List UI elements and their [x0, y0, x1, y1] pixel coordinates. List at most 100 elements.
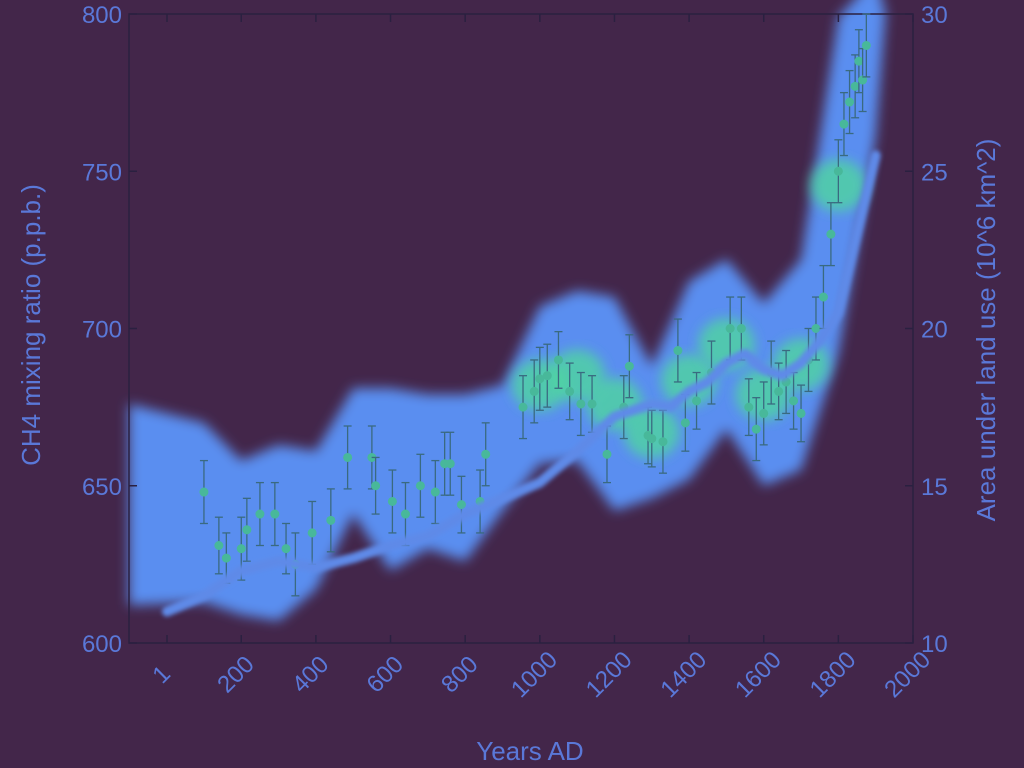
- right-y-axis-title: Area under land use (10^6 km^2): [971, 139, 1001, 522]
- point-marker: [565, 386, 575, 396]
- y-right-tick-label: 15: [921, 474, 948, 501]
- data-density-band: [129, 0, 886, 621]
- point-marker: [576, 399, 586, 409]
- data-point: [576, 371, 586, 437]
- left-y-axis-title: CH4 mixing ratio (p.p.b.): [16, 184, 46, 466]
- point-marker: [811, 324, 821, 333]
- band-highlight: [549, 349, 606, 402]
- point-marker: [281, 544, 291, 554]
- point-marker: [826, 229, 836, 239]
- point-marker: [236, 544, 246, 554]
- point-marker: [647, 434, 657, 444]
- point-marker: [759, 408, 769, 418]
- data-point: [796, 384, 806, 443]
- data-point: [647, 409, 657, 468]
- x-tick-label: 200: [212, 651, 259, 698]
- x-tick-label: 1: [147, 660, 176, 689]
- point-marker: [858, 75, 868, 85]
- point-marker: [371, 481, 381, 491]
- band-highlight: [661, 354, 718, 407]
- point-marker: [270, 509, 280, 519]
- data-point: [529, 359, 539, 424]
- point-marker: [542, 371, 552, 381]
- data-point: [850, 54, 860, 119]
- point-marker: [221, 553, 231, 563]
- x-tick-label: 600: [362, 651, 409, 698]
- point-marker: [845, 97, 855, 107]
- data-point: [624, 334, 634, 399]
- data-point: [415, 453, 425, 518]
- point-marker: [387, 496, 397, 506]
- point-marker: [587, 399, 597, 409]
- data-point: [326, 488, 336, 553]
- data-point: [833, 139, 843, 204]
- data-point: [744, 378, 754, 437]
- x-tick-label: 1600: [730, 646, 787, 703]
- data-point: [845, 69, 855, 135]
- y-right-tick-label: 30: [921, 2, 948, 29]
- data-point: [242, 497, 252, 562]
- point-marker: [518, 402, 528, 412]
- data-point: [456, 475, 466, 534]
- point-marker: [839, 119, 849, 129]
- data-point: [839, 91, 849, 157]
- data-point: [818, 264, 828, 330]
- data-point: [255, 481, 265, 547]
- data-point: [343, 425, 353, 490]
- point-marker: [535, 374, 545, 384]
- methane-data-points: [199, 13, 871, 597]
- point-marker: [326, 515, 336, 525]
- data-point: [565, 362, 575, 421]
- point-marker: [725, 324, 735, 333]
- point-marker: [854, 56, 864, 66]
- data-point: [692, 371, 702, 430]
- point-marker: [400, 509, 410, 519]
- axis-ticks: [129, 13, 914, 644]
- data-point: [430, 459, 440, 525]
- point-marker: [673, 346, 683, 356]
- x-tick-label: 1000: [506, 646, 563, 703]
- point-marker: [658, 437, 668, 447]
- data-point: [673, 318, 683, 383]
- point-marker: [481, 449, 491, 459]
- point-marker: [307, 528, 317, 538]
- y-left-tick-label: 600: [82, 631, 122, 658]
- point-marker: [744, 402, 754, 412]
- point-marker: [751, 424, 761, 434]
- point-marker: [796, 408, 806, 418]
- point-marker: [199, 487, 209, 497]
- y-left-tick-label: 800: [82, 2, 122, 29]
- y-left-tick-label: 750: [82, 159, 122, 186]
- data-point: [199, 459, 209, 525]
- data-point: [602, 425, 612, 484]
- data-point: [445, 431, 455, 496]
- data-point: [387, 469, 397, 534]
- y-right-tick-label: 10: [921, 631, 948, 658]
- point-marker: [430, 487, 440, 497]
- x-tick-label: 400: [287, 651, 334, 698]
- point-marker: [736, 324, 746, 333]
- data-point: [270, 481, 280, 547]
- data-point: [481, 422, 491, 487]
- x-tick-label: 1400: [655, 646, 712, 703]
- data-point: [751, 397, 761, 462]
- y-left-tick-label: 650: [82, 474, 122, 501]
- point-marker: [242, 525, 252, 535]
- data-point: [518, 375, 528, 440]
- point-marker: [861, 40, 871, 50]
- data-point: [535, 346, 545, 411]
- point-marker: [553, 355, 563, 365]
- data-point: [542, 343, 552, 408]
- data-point: [371, 456, 381, 515]
- x-tick-label: 1800: [805, 646, 862, 703]
- x-tick-label: 800: [436, 651, 483, 698]
- point-marker: [214, 541, 224, 551]
- data-point: [826, 202, 836, 267]
- data-point: [861, 13, 871, 78]
- point-marker: [692, 396, 702, 406]
- point-marker: [789, 396, 799, 406]
- y-left-tick-label: 700: [82, 317, 122, 344]
- y-right-tick-label: 20: [921, 317, 948, 344]
- data-point: [214, 516, 224, 575]
